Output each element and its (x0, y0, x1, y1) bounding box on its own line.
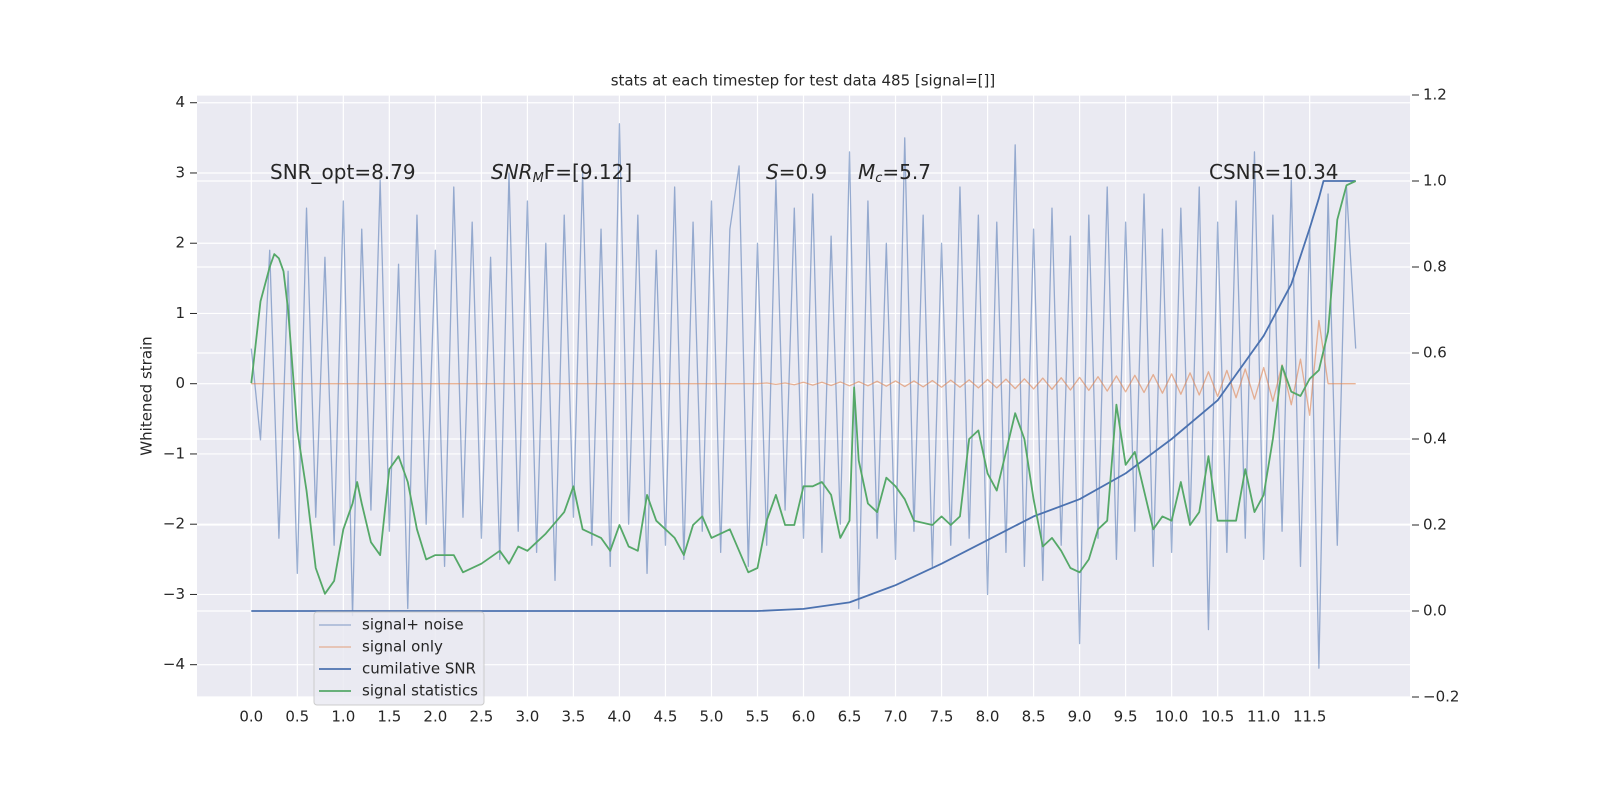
annotation: S=0.9 (766, 160, 827, 184)
annotation-math: M (858, 160, 875, 184)
annotation-text: F=[9.12] (544, 160, 632, 184)
y-tick-label: −1 (163, 444, 185, 462)
x-tick-label: 1.0 (331, 708, 355, 726)
legend-label: signal only (362, 638, 443, 656)
annotation-text: SNR_opt=8.79 (270, 160, 416, 184)
x-tick-label: 9.5 (1114, 708, 1138, 726)
x-tick-label: 1.5 (377, 708, 401, 726)
x-tick-label: 4.0 (608, 708, 632, 726)
x-tick-label: 6.5 (838, 708, 862, 726)
y-tick-label: −2 (163, 515, 185, 533)
x-tick-label: 11.0 (1247, 708, 1280, 726)
x-tick-label: 3.5 (561, 708, 585, 726)
series-line (250, 123, 1357, 669)
y2-tick-label: 1.0 (1423, 172, 1447, 190)
x-tick-label: 4.5 (654, 708, 678, 726)
legend-label: signal statistics (362, 682, 478, 700)
x-tick-label: 7.0 (884, 708, 908, 726)
annotation-text: CSNR=10.34 (1209, 160, 1339, 184)
annotation-subscript: c (875, 171, 882, 186)
legend-box (313, 611, 485, 706)
x-tick-label: 11.5 (1293, 708, 1326, 726)
x-tick-label: 9.0 (1068, 708, 1092, 726)
series-line (251, 319, 1356, 416)
x-tick-label: 8.0 (976, 708, 1000, 726)
y-tick-label: 0 (175, 374, 185, 392)
legend-label: signal+ noise (362, 616, 464, 634)
annotation-subscript: M (533, 171, 544, 186)
series-line (250, 180, 1357, 595)
x-tick-label: 2.5 (469, 708, 493, 726)
y2-tick-label: 0.0 (1423, 602, 1447, 620)
annotation: CSNR=10.34 (1209, 160, 1339, 184)
y2-tick-label: −0.2 (1423, 688, 1459, 706)
y-tick-label: −3 (163, 585, 185, 603)
annotation-math: SNR (491, 160, 533, 184)
x-tick-label: 5.5 (746, 708, 770, 726)
x-tick-label: 3.0 (515, 708, 539, 726)
x-tick-label: 0.5 (285, 708, 309, 726)
y-tick-label: 2 (175, 234, 185, 252)
x-tick-label: 7.5 (930, 708, 954, 726)
annotation: Mc=5.7 (858, 160, 931, 186)
y-axis-label: Whitened strain (138, 336, 156, 455)
annotation: SNR_opt=8.79 (270, 160, 416, 184)
legend-label: cumilative SNR (362, 660, 476, 678)
y-tick-label: 4 (175, 93, 185, 111)
annotation: SNRMF=[9.12] (491, 160, 632, 186)
y2-tick-label: 0.6 (1423, 344, 1447, 362)
x-tick-label: 5.0 (700, 708, 724, 726)
y-tick-label: 1 (175, 304, 185, 322)
y2-tick-label: 0.8 (1423, 258, 1447, 276)
x-tick-label: 6.0 (792, 708, 816, 726)
series-line (251, 180, 1356, 612)
annotation-math: S (766, 160, 779, 184)
x-tick-label: 10.0 (1155, 708, 1188, 726)
y2-tick-label: 0.2 (1423, 516, 1447, 534)
chart-title: stats at each timestep for test data 485… (611, 72, 996, 90)
x-tick-label: 10.5 (1201, 708, 1234, 726)
y-tick-label: −4 (163, 655, 185, 673)
x-tick-label: 8.5 (1022, 708, 1046, 726)
annotation-text: =0.9 (779, 160, 828, 184)
x-tick-label: 2.0 (423, 708, 447, 726)
y2-tick-label: 0.4 (1423, 430, 1447, 448)
y-tick-label: 3 (175, 163, 185, 181)
y2-tick-label: 1.2 (1423, 86, 1447, 104)
x-tick-label: 0.0 (239, 708, 263, 726)
annotation-text: =5.7 (882, 160, 931, 184)
